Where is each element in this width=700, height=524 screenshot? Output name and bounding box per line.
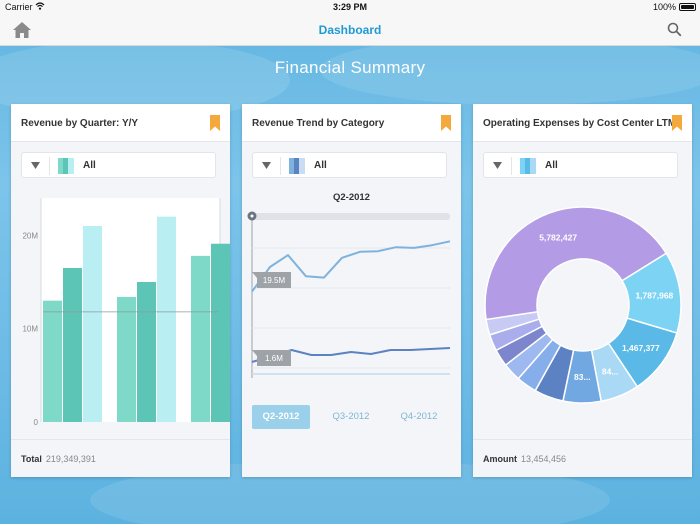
- bookmark-icon[interactable]: [441, 115, 451, 131]
- filter-dropdown[interactable]: All: [483, 152, 678, 178]
- bar: [83, 226, 102, 422]
- wifi-icon: [35, 2, 45, 10]
- card-footer: Amount 13,454,456: [473, 439, 692, 477]
- tab-q2-2012[interactable]: Q2-2012: [252, 405, 310, 429]
- operating-expenses-card: Operating Expenses by Cost Center LTM Al…: [473, 104, 692, 477]
- donut-chart: 5,782,427 1,787,968 1,467,377 84... 83...: [484, 206, 682, 404]
- bar: [117, 296, 136, 422]
- status-bar: Carrier 3:29 PM 100%: [0, 0, 700, 14]
- card-header: Revenue Trend by Category: [242, 104, 461, 142]
- search-icon[interactable]: [667, 22, 682, 37]
- pie-slice[interactable]: [485, 310, 541, 336]
- slice-label: 5,782,427: [539, 232, 577, 242]
- time-slider-track[interactable]: [252, 213, 450, 220]
- bar: [137, 282, 156, 422]
- slice-label: 1,467,377: [622, 343, 660, 353]
- divider: [280, 157, 281, 175]
- bar: [157, 216, 176, 422]
- card-title: Operating Expenses by Cost Center LTM: [483, 118, 677, 129]
- footer-value: 219,349,391: [45, 454, 96, 464]
- bar: [191, 255, 210, 422]
- tab-q4-2012[interactable]: Q4-2012: [400, 411, 438, 422]
- series-line: [251, 240, 451, 293]
- period-tabs: Q2-2012 Q3-2012 Q4-2012: [252, 405, 451, 429]
- divider: [49, 157, 50, 175]
- slice-label: 84...: [602, 367, 619, 377]
- bar: [43, 300, 62, 422]
- filter-value: All: [314, 160, 327, 171]
- time-slider-handle-dot: [250, 214, 254, 218]
- status-time: 3:29 PM: [332, 2, 367, 12]
- bar: [63, 268, 82, 422]
- legend-swatch-icon: [520, 158, 536, 174]
- marker-tag-pointer: [252, 350, 257, 356]
- tab-q3-2012[interactable]: Q3-2012: [332, 411, 370, 422]
- battery-percent: 100%: [652, 2, 676, 12]
- marker-label: 19.5M: [263, 276, 286, 285]
- filter-value: All: [545, 160, 558, 171]
- y-tick-label: 0: [34, 418, 39, 427]
- bookmark-icon[interactable]: [672, 115, 682, 131]
- divider: [511, 157, 512, 175]
- marker-tag-pointer: [252, 272, 257, 278]
- y-tick-label: 10M: [22, 325, 38, 334]
- slice-label: 83...: [574, 372, 591, 382]
- marker-label: 1.6M: [265, 354, 283, 363]
- legend-swatch-icon: [289, 158, 305, 174]
- card-header: Revenue by Quarter: Y/Y: [11, 104, 230, 142]
- card-header: Operating Expenses by Cost Center LTM: [473, 104, 692, 142]
- chevron-down-icon: [493, 162, 502, 169]
- slice-label: 1,787,968: [635, 290, 673, 300]
- nav-title: Dashboard: [318, 23, 382, 37]
- home-icon[interactable]: [12, 21, 32, 39]
- period-label: Q2-2012: [333, 192, 370, 203]
- footer-label: Amount: [483, 454, 517, 464]
- bar: [211, 243, 230, 422]
- pie-slice[interactable]: [484, 206, 668, 321]
- revenue-trend-card: Revenue Trend by Category All Q2-2012 19…: [242, 104, 461, 477]
- battery-icon: [679, 3, 696, 11]
- bookmark-icon[interactable]: [210, 115, 220, 131]
- marker-tag: [257, 350, 291, 366]
- bar-chart: 20M 10M 0: [22, 198, 230, 427]
- card-footer: Total 219,349,391: [11, 439, 230, 477]
- legend-swatch-icon: [58, 158, 74, 174]
- filter-value: All: [83, 160, 96, 171]
- marker-tag: [257, 272, 291, 288]
- filter-dropdown[interactable]: All: [252, 152, 447, 178]
- carrier-label: Carrier: [5, 2, 33, 12]
- line-chart: 19.5M 1.6M: [247, 211, 451, 378]
- footer-label: Total: [21, 454, 42, 464]
- page-title: Financial Summary: [274, 58, 426, 77]
- y-tick-label: 20M: [22, 231, 38, 240]
- card-title: Revenue by Quarter: Y/Y: [21, 118, 139, 129]
- filter-dropdown[interactable]: All: [21, 152, 216, 178]
- card-title: Revenue Trend by Category: [252, 118, 385, 129]
- chevron-down-icon: [31, 162, 40, 169]
- revenue-by-quarter-card: Revenue by Quarter: Y/Y All 20M 10M 0 Tota…: [11, 104, 230, 477]
- chevron-down-icon: [262, 162, 271, 169]
- footer-value: 13,454,456: [521, 454, 567, 464]
- nav-bar: Dashboard: [0, 14, 700, 46]
